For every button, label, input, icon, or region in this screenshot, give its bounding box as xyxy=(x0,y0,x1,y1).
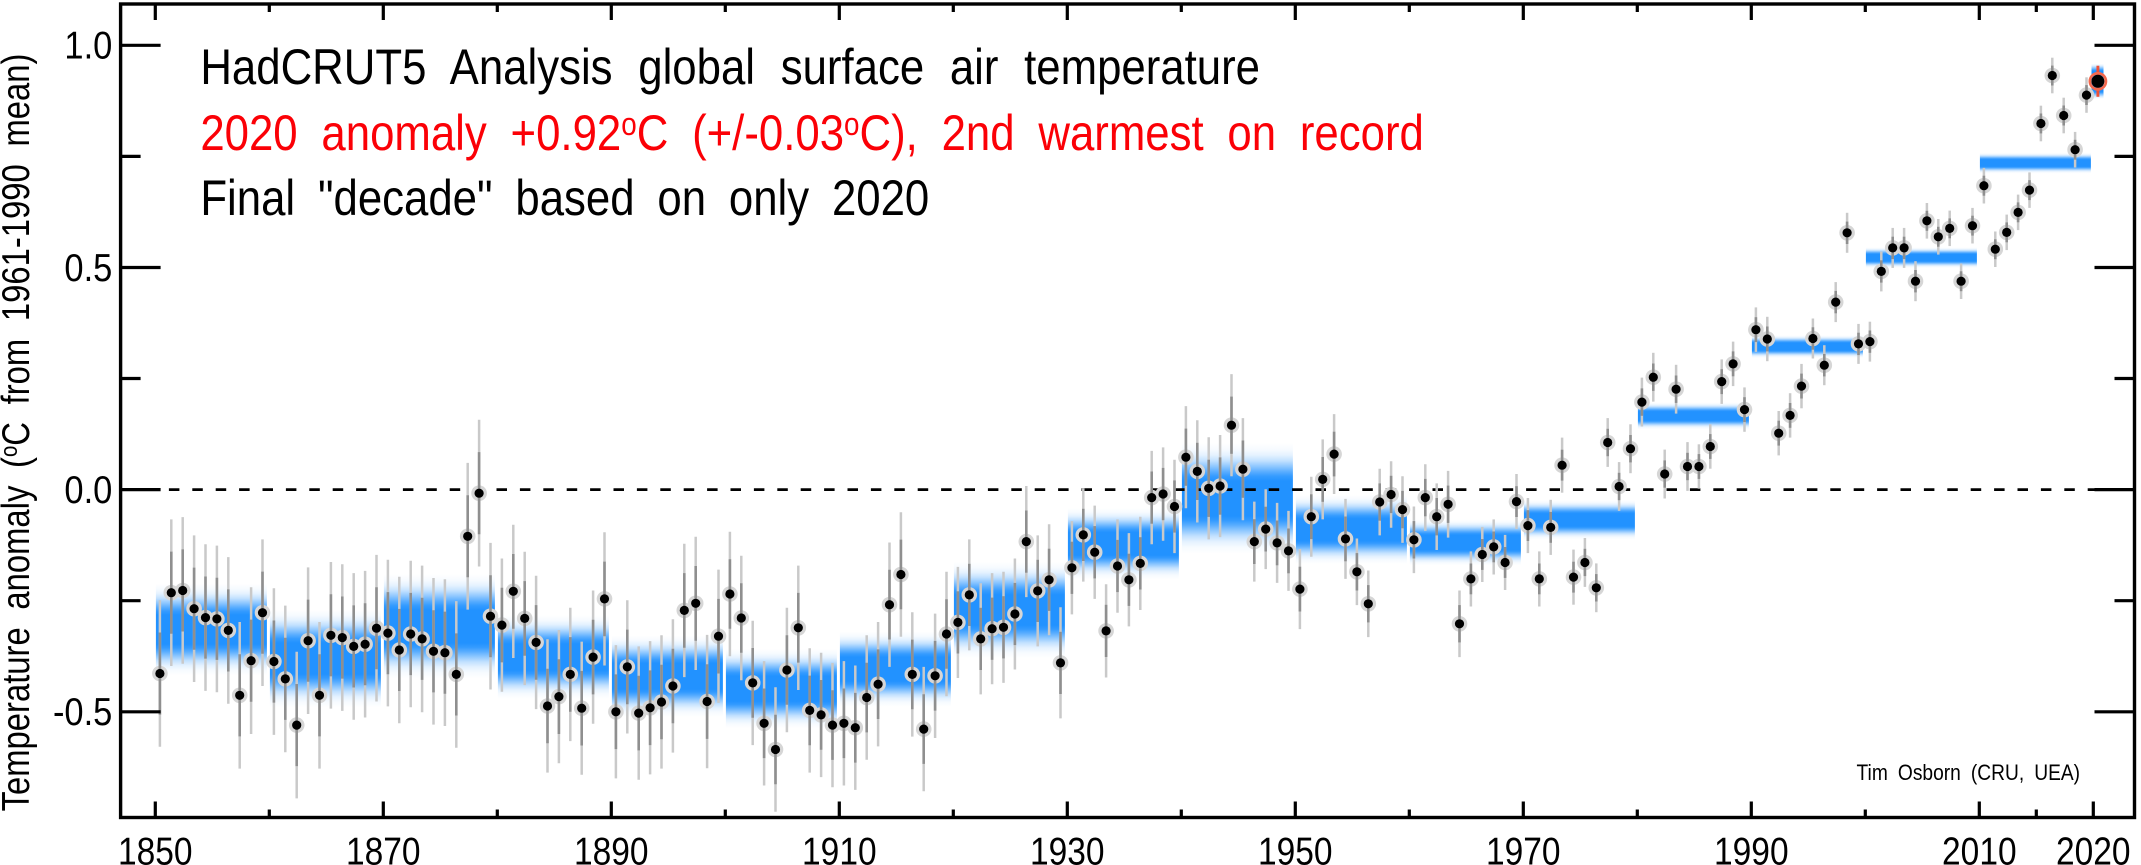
svg-text:0.5: 0.5 xyxy=(64,246,112,289)
svg-text:1850: 1850 xyxy=(118,829,193,865)
svg-text:1870: 1870 xyxy=(346,829,421,865)
svg-text:1890: 1890 xyxy=(574,829,649,865)
svg-text:1910: 1910 xyxy=(802,829,877,865)
svg-text:HadCRUT5 Analysis global surfa: HadCRUT5 Analysis global surface air tem… xyxy=(200,39,1260,96)
svg-text:0.0: 0.0 xyxy=(64,468,112,511)
svg-text:1950: 1950 xyxy=(1258,829,1333,865)
svg-text:1.0: 1.0 xyxy=(64,24,112,67)
svg-text:Final "decade" based on only 2: Final "decade" based on only 2020 xyxy=(200,170,929,227)
svg-text:Tim Osborn (CRU, UEA): Tim Osborn (CRU, UEA) xyxy=(1857,761,2081,786)
svg-text:1990: 1990 xyxy=(1714,829,1789,865)
svg-text:2020: 2020 xyxy=(2056,829,2131,865)
svg-text:1970: 1970 xyxy=(1486,829,1561,865)
svg-text:2010: 2010 xyxy=(1942,829,2017,865)
svg-text:2020 anomaly +0.92oC (+/-0.03o: 2020 anomaly +0.92oC (+/-0.03oC), 2nd wa… xyxy=(200,105,1424,162)
svg-text:-0.5: -0.5 xyxy=(53,690,112,733)
svg-text:Temperature anomaly (oC from 1: Temperature anomaly (oC from 1961-1990 m… xyxy=(0,54,38,812)
svg-text:1930: 1930 xyxy=(1030,829,1105,865)
